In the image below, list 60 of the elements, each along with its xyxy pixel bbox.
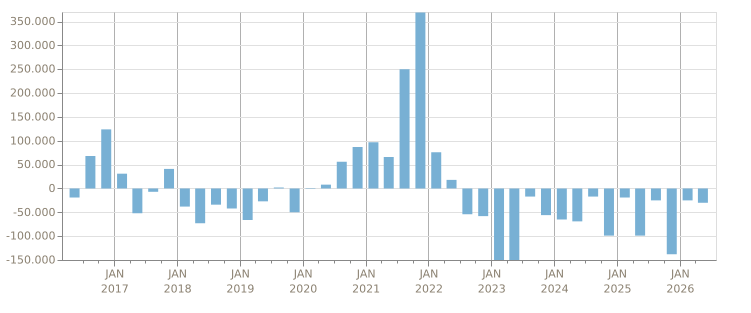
x-tick-label: JAN 2017 [100, 268, 129, 296]
y-tick-label: 150.000 [10, 110, 56, 124]
bar [509, 188, 520, 260]
bar [556, 188, 567, 220]
bar [478, 188, 488, 216]
x-tick-label: JAN 2025 [604, 268, 632, 296]
bar [258, 188, 268, 202]
bar [384, 156, 394, 188]
y-tick-label: -100.000 [6, 230, 56, 243]
y-tick-label: -150.000 [6, 254, 56, 266]
bar [494, 188, 504, 260]
bar [650, 188, 661, 200]
bar [525, 188, 536, 197]
bar [148, 188, 158, 192]
bar [541, 188, 551, 216]
bar [431, 152, 442, 188]
y-tick-label: 0 [48, 182, 56, 195]
bar [242, 188, 253, 220]
bar [352, 146, 363, 188]
x-tick-label: JAN 2023 [478, 268, 506, 296]
bar [588, 188, 598, 197]
bar [620, 188, 630, 198]
bar [290, 188, 300, 212]
y-tick-label: 50.000 [17, 158, 56, 172]
bar [70, 188, 80, 198]
bar [415, 12, 426, 188]
bar [101, 129, 112, 188]
bar [368, 142, 378, 188]
bar [211, 188, 221, 205]
bar [336, 162, 347, 188]
bar [195, 188, 206, 224]
y-tick-label: 350.000 [10, 15, 56, 28]
x-tick-label: JAN 2018 [164, 268, 192, 296]
bar [320, 184, 331, 188]
x-tick-label: JAN 2021 [352, 268, 380, 296]
bar [117, 174, 128, 188]
x-tick-label: JAN 2020 [289, 268, 318, 296]
x-tick-label: JAN 2019 [226, 268, 254, 296]
bar [682, 188, 693, 200]
bar [226, 188, 237, 208]
bar [698, 188, 708, 203]
y-tick-label: -50.000 [13, 206, 56, 219]
bar [446, 180, 457, 188]
y-tick-label: 200.000 [10, 86, 56, 100]
bar [604, 188, 614, 236]
bar [462, 188, 472, 214]
bar [400, 69, 410, 188]
bar [85, 156, 96, 188]
y-tick-label: 300.000 [10, 38, 56, 52]
y-tick-label: 250.000 [10, 62, 56, 76]
bar [666, 188, 677, 254]
x-tick-label: JAN 2026 [666, 268, 694, 296]
bar [180, 188, 190, 207]
y-tick-label: 100.000 [10, 134, 56, 148]
bar [635, 188, 646, 236]
bar [572, 188, 582, 222]
bar [132, 188, 142, 214]
bar [164, 168, 174, 188]
x-tick-label: JAN 2024 [540, 268, 569, 296]
x-tick-label: JAN 2022 [414, 268, 443, 296]
